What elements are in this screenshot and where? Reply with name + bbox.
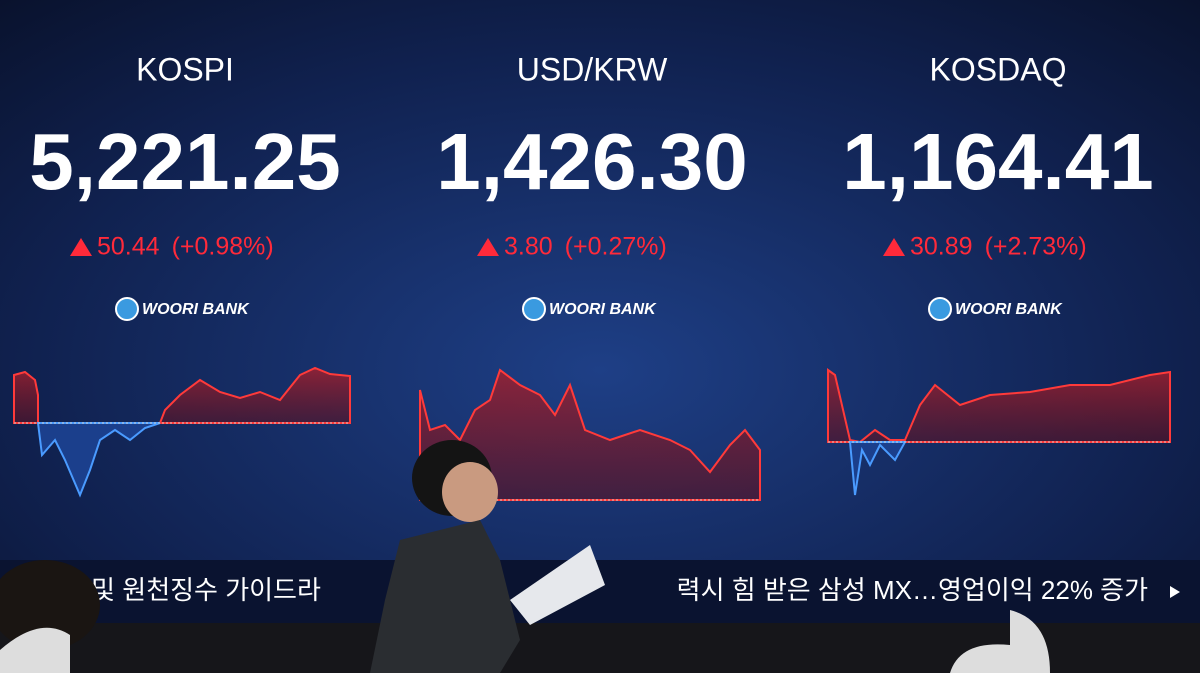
ticker-left: 제 및 원천징수 가이드라 (60, 575, 321, 605)
index-value: 5,221.25 (29, 117, 340, 206)
index-value: 1,426.30 (436, 117, 747, 206)
change: 3.80 (504, 233, 553, 261)
ticker-bar (0, 560, 1200, 623)
up-arrow (477, 238, 499, 256)
charts (13, 366, 1171, 501)
percent: (+2.73%) (985, 233, 1087, 261)
audience (0, 560, 1050, 673)
up-arrow (883, 238, 905, 256)
bank-name: WOORI BANK (549, 301, 657, 318)
index-value: 1,164.41 (842, 117, 1153, 206)
ticker-arrow (1170, 586, 1180, 598)
bank-logo (928, 297, 952, 321)
person (370, 440, 605, 673)
up-arrow (70, 238, 92, 256)
bank-name: WOORI BANK (142, 301, 250, 318)
bank-logo (115, 297, 139, 321)
index-name: USD/KRW (517, 51, 668, 87)
index-name: KOSPI (136, 51, 234, 87)
bank-name: WOORI BANK (955, 301, 1063, 318)
change: 50.44 (97, 233, 160, 261)
percent: (+0.27%) (565, 233, 667, 261)
change: 30.89 (910, 233, 973, 261)
ticker-right: 력시 힘 받은 삼성 MX…영업이익 22% 증가 (677, 575, 1148, 605)
index-name: KOSDAQ (930, 51, 1067, 87)
percent: (+0.98%) (172, 233, 274, 261)
bank-logo (522, 297, 546, 321)
